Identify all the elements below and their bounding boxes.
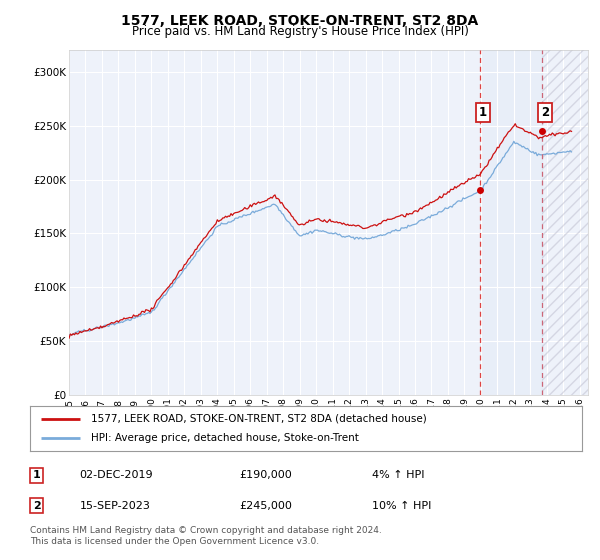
Text: Contains HM Land Registry data © Crown copyright and database right 2024.
This d: Contains HM Land Registry data © Crown c… bbox=[30, 526, 382, 546]
Bar bbox=[542, 50, 588, 395]
Text: 1577, LEEK ROAD, STOKE-ON-TRENT, ST2 8DA: 1577, LEEK ROAD, STOKE-ON-TRENT, ST2 8DA bbox=[121, 14, 479, 28]
Bar bbox=[542, 50, 588, 395]
Text: £190,000: £190,000 bbox=[240, 470, 293, 480]
Text: 1577, LEEK ROAD, STOKE-ON-TRENT, ST2 8DA (detached house): 1577, LEEK ROAD, STOKE-ON-TRENT, ST2 8DA… bbox=[91, 413, 427, 423]
Text: 1: 1 bbox=[33, 470, 40, 480]
Text: £245,000: £245,000 bbox=[240, 501, 293, 511]
Text: 15-SEP-2023: 15-SEP-2023 bbox=[80, 501, 151, 511]
Text: 10% ↑ HPI: 10% ↑ HPI bbox=[372, 501, 431, 511]
Text: 02-DEC-2019: 02-DEC-2019 bbox=[80, 470, 154, 480]
Text: 1: 1 bbox=[479, 106, 487, 119]
Text: 2: 2 bbox=[541, 106, 550, 119]
Text: HPI: Average price, detached house, Stoke-on-Trent: HPI: Average price, detached house, Stok… bbox=[91, 433, 359, 444]
Text: 4% ↑ HPI: 4% ↑ HPI bbox=[372, 470, 425, 480]
Bar bbox=[479, 50, 542, 395]
Text: Price paid vs. HM Land Registry's House Price Index (HPI): Price paid vs. HM Land Registry's House … bbox=[131, 25, 469, 38]
Text: 2: 2 bbox=[33, 501, 40, 511]
